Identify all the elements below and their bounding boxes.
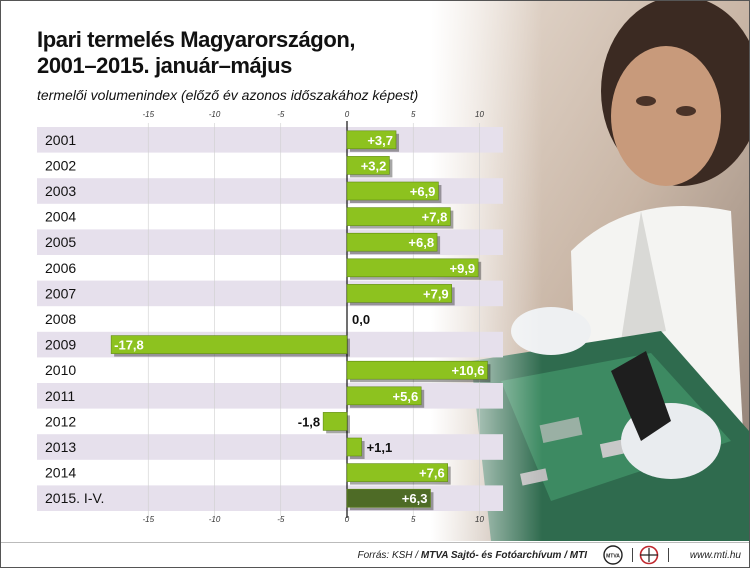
x-tick-label-top: -5 — [277, 110, 285, 119]
footer-divider — [632, 548, 633, 562]
bar-value-label: +7,9 — [423, 286, 449, 301]
bar — [346, 130, 397, 150]
x-tick-label-bottom: -5 — [277, 515, 285, 524]
bar-value-label: +9,9 — [450, 261, 476, 276]
x-tick-label-bottom: -10 — [209, 515, 221, 524]
x-tick-label-bottom: 10 — [475, 515, 484, 524]
category-label: 2015. I-V. — [45, 490, 104, 506]
bar-value-label: +3,2 — [361, 158, 387, 173]
x-tick-label-bottom: 0 — [345, 515, 350, 524]
bar — [346, 284, 452, 303]
title-line-2: 2001–2015. január–május — [37, 53, 292, 78]
bar — [346, 463, 448, 482]
bar — [346, 437, 362, 457]
bar-value-label: +6,3 — [402, 491, 428, 506]
bar — [346, 386, 422, 406]
source-credit: Forrás: KSH / MTVA Sajtó- és Fotóarchívu… — [358, 550, 587, 561]
x-tick-label-top: -10 — [209, 110, 221, 119]
row-band — [37, 127, 503, 153]
bar-value-label: +6,9 — [410, 184, 436, 199]
bar — [346, 258, 479, 278]
bar-value-label: +3,7 — [367, 133, 393, 148]
bar — [110, 335, 348, 354]
bar — [346, 207, 451, 226]
chart-title: Ipari termelés Magyarországon, 2001–2015… — [37, 27, 437, 79]
row-band — [37, 383, 503, 409]
category-label: 2008 — [45, 311, 76, 327]
bar-chart: -15 -15 -10 -10 -5 -5 0 0 5 5 10 10 2001 +3,7 2002 +3,2… — [37, 110, 503, 524]
bar-value-label: +7,6 — [419, 466, 445, 481]
category-label: 2007 — [45, 285, 76, 301]
source-prefix: Forrás: KSH / — [357, 550, 421, 561]
category-label: 2002 — [45, 157, 76, 173]
category-label: 2010 — [45, 362, 76, 378]
category-label: 2011 — [45, 388, 75, 404]
bar — [346, 488, 431, 508]
website-url: www.mti.hu — [689, 550, 741, 561]
footer: Forrás: KSH / MTVA Sajtó- és Fotóarchívu… — [1, 542, 749, 567]
bar-value-label: +5,6 — [393, 389, 419, 404]
category-label: 2004 — [45, 209, 76, 225]
chart-subtitle: termelői volumenindex (előző év azonos i… — [37, 87, 419, 103]
bar-value-label: 0,0 — [352, 312, 370, 327]
bar — [346, 232, 438, 252]
category-label: 2006 — [45, 260, 76, 276]
x-tick-label-top: -15 — [142, 110, 154, 119]
background-photo — [431, 1, 749, 541]
category-label: 2003 — [45, 183, 76, 199]
category-label: 2013 — [45, 439, 76, 455]
category-label: 2005 — [45, 234, 76, 250]
x-tick-label-top: 5 — [411, 110, 416, 119]
bar-value-label: +6,8 — [408, 235, 434, 250]
title-line-1: Ipari termelés Magyarországon, — [37, 27, 356, 52]
bar — [322, 412, 348, 431]
x-tick-label-bottom: -15 — [142, 515, 154, 524]
bar-value-label: +1,1 — [367, 440, 393, 455]
bar-value-label: -1,8 — [298, 414, 320, 429]
category-label: 2012 — [45, 413, 76, 429]
bar-value-label: -17,8 — [114, 338, 144, 353]
x-tick-label-top: 10 — [475, 110, 484, 119]
bar — [346, 181, 439, 201]
footer-divider — [668, 548, 669, 562]
row-band — [37, 434, 503, 460]
bar-value-label: +10,6 — [452, 363, 485, 378]
bar — [346, 360, 488, 380]
mti-logo-icon — [639, 545, 659, 565]
source-agency: MTVA Sajtó- és Fotóarchívum / MTI — [420, 550, 587, 561]
svg-text:MTVA: MTVA — [606, 554, 620, 560]
x-tick-label-bottom: 5 — [411, 515, 416, 524]
category-label: 2001 — [45, 132, 76, 148]
bar-value-label: +7,8 — [422, 210, 448, 225]
category-label: 2014 — [45, 465, 76, 481]
x-tick-label-top: 0 — [345, 110, 350, 119]
bar — [346, 156, 390, 175]
category-label: 2009 — [45, 337, 76, 353]
mtva-logo-icon: MTVA — [603, 545, 623, 565]
